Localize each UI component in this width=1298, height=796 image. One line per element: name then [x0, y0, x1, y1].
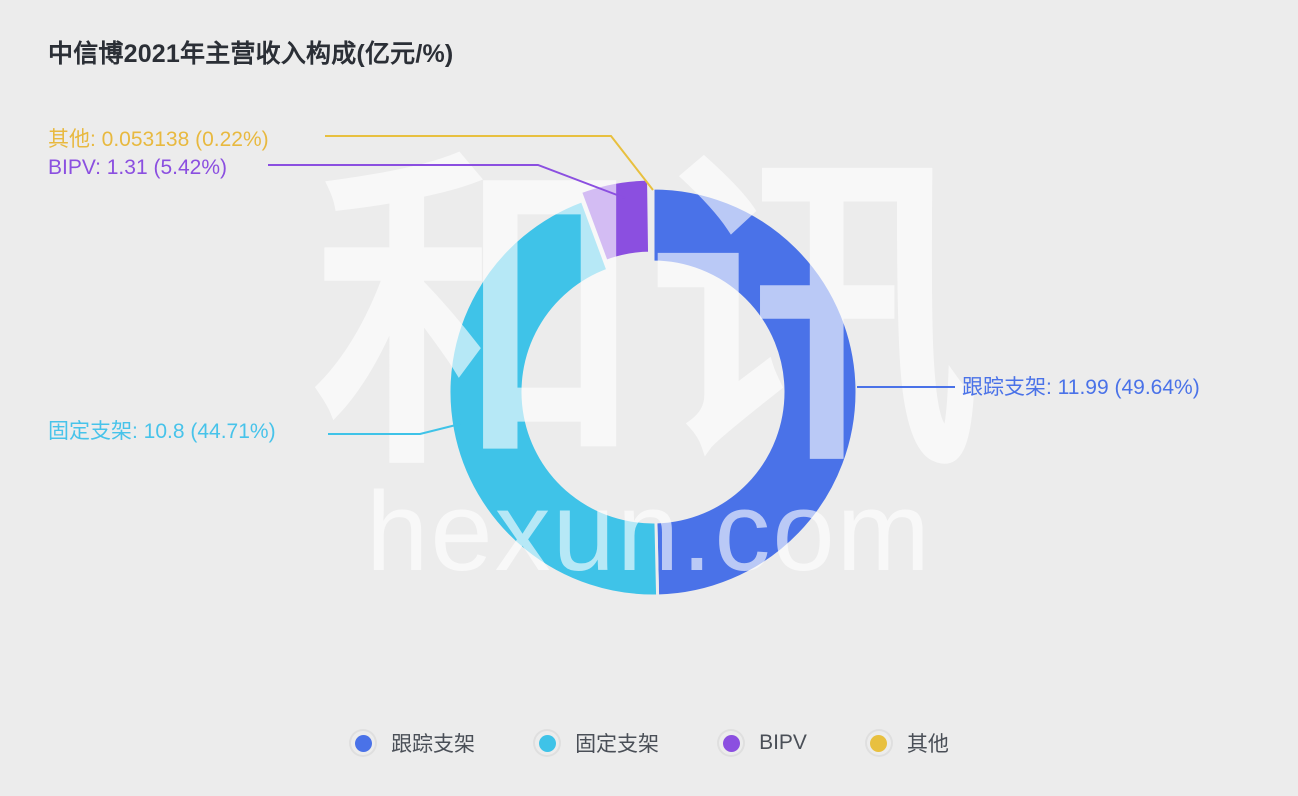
donut-slice[interactable]: [578, 177, 652, 264]
legend-item[interactable]: 其他: [865, 728, 949, 758]
legend-item[interactable]: 跟踪支架: [349, 728, 475, 758]
legend-color-swatch-icon: [533, 729, 561, 757]
legend-item-label: BIPV: [759, 731, 807, 754]
legend-dot: [354, 734, 372, 752]
legend-dot: [538, 734, 556, 752]
legend-item-label: 固定支架: [575, 733, 660, 756]
legend-item-label: 跟踪支架: [391, 733, 476, 756]
chart-title: 中信博2021年主营收入构成(亿元/%): [48, 40, 454, 68]
legend-dot: [722, 734, 740, 752]
leader-lines: [268, 135, 955, 435]
legend-item[interactable]: BIPV: [717, 729, 807, 757]
legend-item-label: 其他: [906, 733, 949, 756]
callout-label-other: 其他: 0.053138 (0.22%): [48, 128, 269, 151]
leader-line-bipv: [268, 164, 626, 199]
callout-label-bipv: BIPV: 1.31 (5.42%): [48, 156, 227, 179]
donut-slice[interactable]: [651, 186, 859, 598]
chart-legend: 跟踪支架 固定支架 BIPV 其他: [0, 728, 1298, 758]
donut-chart-area: 和讯 hexun.com 其他: 0.053138 (0.22%) BIPV: …: [48, 126, 1200, 598]
legend-color-swatch-icon: [717, 729, 745, 757]
donut-segments: [447, 177, 859, 598]
legend-dot: [870, 734, 888, 752]
legend-item[interactable]: 固定支架: [533, 728, 659, 758]
legend-color-swatch-icon: [865, 729, 893, 757]
legend-color-swatch-icon: [349, 729, 377, 757]
callout-label-fixed: 固定支架: 10.8 (44.71%): [48, 420, 276, 443]
donut-slice[interactable]: [447, 198, 660, 598]
callout-label-track: 跟踪支架: 11.99 (49.64%): [962, 376, 1200, 399]
leader-line-fixed: [328, 423, 461, 435]
leader-line-other: [325, 135, 654, 191]
